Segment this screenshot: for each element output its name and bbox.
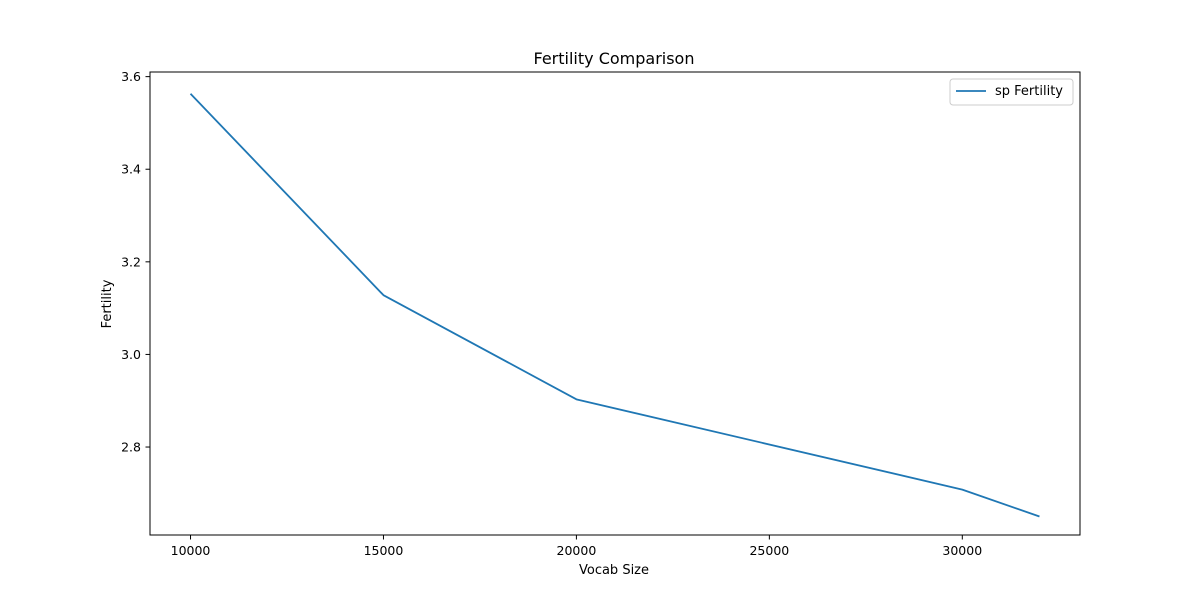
y-tick-label: 3.4 bbox=[121, 162, 141, 177]
chart-title: Fertility Comparison bbox=[534, 49, 695, 68]
x-tick-label: 10000 bbox=[171, 543, 211, 558]
plot-area: 10000 15000 20000 25000 30000 2.8 3.0 3.2 3.4 3.6 bbox=[121, 69, 1081, 558]
legend: sp Fertility bbox=[949, 78, 1074, 106]
y-tick-label: 3.0 bbox=[121, 347, 141, 362]
x-tick-label: 20000 bbox=[557, 543, 597, 558]
y-tick-label: 2.8 bbox=[121, 440, 141, 455]
x-axis-label: Vocab Size bbox=[579, 563, 649, 578]
series-line bbox=[189, 93, 1040, 518]
y-tick-label: 3.6 bbox=[121, 69, 141, 84]
y-axis-label: Fertility bbox=[100, 279, 115, 328]
legend-box bbox=[949, 78, 1074, 106]
x-tick-label: 25000 bbox=[749, 543, 789, 558]
x-tick-label: 30000 bbox=[942, 543, 982, 558]
axes-frame bbox=[149, 71, 1081, 536]
x-tick-label: 15000 bbox=[364, 543, 404, 558]
y-tick-label: 3.2 bbox=[121, 254, 141, 269]
legend-label: sp Fertility bbox=[995, 84, 1063, 99]
